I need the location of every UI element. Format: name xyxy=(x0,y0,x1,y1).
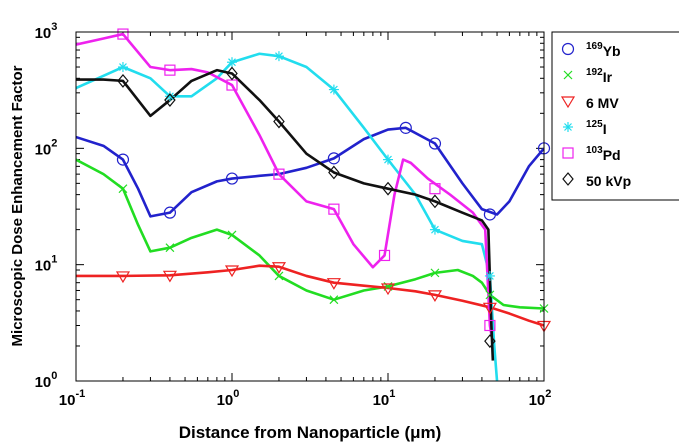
series-marker-192ir xyxy=(485,290,495,300)
series-marker-125i xyxy=(117,62,128,73)
legend-marker-192ir xyxy=(563,70,573,80)
y-axis-label: Microscopic Dose Enhancement Factor xyxy=(9,65,26,346)
x-axis-label: Distance from Nanoparticle (μm) xyxy=(179,423,442,442)
series-marker-103pd xyxy=(117,28,129,40)
legend-label-50-kvp: 50 kVp xyxy=(586,173,631,189)
x-tick-label: 10-1 xyxy=(59,388,85,409)
series-marker-103pd xyxy=(429,183,441,195)
series-marker-169yb xyxy=(116,153,130,166)
series-marker-50-kvp xyxy=(382,181,394,196)
series-marker-50-kvp xyxy=(328,165,340,180)
y-tick-label: 101 xyxy=(35,254,58,275)
series-marker-50-kvp xyxy=(117,73,129,88)
series-marker-125i xyxy=(273,51,284,62)
series-line-125i xyxy=(76,52,499,381)
legend: 169Yb 192Ir 6 MV 125I 103Pd 50 kVp xyxy=(551,31,679,201)
series-marker-169yb xyxy=(327,152,341,165)
legend-label-169yb: 169Yb xyxy=(586,41,621,59)
series-marker-103pd xyxy=(328,203,340,215)
y-tick-label: 103 xyxy=(35,21,58,42)
series-marker-169yb xyxy=(225,172,239,185)
series-marker-125i xyxy=(328,84,339,95)
markers-layer xyxy=(115,28,552,349)
series-marker-125i xyxy=(164,91,175,102)
series-marker-192ir xyxy=(227,230,237,240)
series-marker-50-kvp xyxy=(484,334,496,349)
y-tick-label: 102 xyxy=(35,137,58,158)
legend-label-6-mv: 6 MV xyxy=(586,95,619,111)
series-marker-192ir xyxy=(430,268,440,278)
legend-marker-103pd xyxy=(562,147,574,159)
series-layer xyxy=(76,32,544,381)
legend-marker-6-mv xyxy=(560,96,576,109)
series-marker-6-mv xyxy=(224,265,240,278)
series-line-192ir xyxy=(76,158,544,310)
series-marker-6-mv xyxy=(326,278,341,290)
series-marker-6-mv xyxy=(427,290,443,303)
series-marker-103pd xyxy=(273,168,285,180)
series-marker-125i xyxy=(484,270,495,281)
legend-marker-50-kvp xyxy=(562,172,574,186)
legend-box xyxy=(551,31,679,201)
x-tick-label: 100 xyxy=(217,388,240,409)
series-line-169yb xyxy=(76,126,544,218)
series-marker-6-mv xyxy=(271,262,287,274)
series-marker-50-kvp xyxy=(226,66,238,81)
series-marker-125i xyxy=(383,154,393,165)
series-marker-169yb xyxy=(428,137,442,150)
legend-marker-169yb xyxy=(561,42,575,56)
y-tick-label: 100 xyxy=(35,370,58,391)
series-marker-103pd xyxy=(164,64,176,76)
x-tick-label: 102 xyxy=(529,388,552,409)
legend-marker-125i xyxy=(563,122,573,132)
series-marker-6-mv xyxy=(380,283,396,296)
legend-label-125i: 125I xyxy=(586,119,607,137)
series-marker-192ir xyxy=(165,243,175,253)
legend-label-103pd: 103Pd xyxy=(586,145,621,163)
series-line-50-kvp xyxy=(76,68,495,361)
series-marker-192ir xyxy=(118,184,128,194)
series-marker-169yb xyxy=(163,206,177,219)
legend-label-192ir: 192Ir xyxy=(586,67,613,85)
series-marker-6-mv xyxy=(482,302,497,315)
series-marker-169yb xyxy=(399,121,412,134)
series-marker-125i xyxy=(429,224,440,235)
series-line-103pd xyxy=(76,32,493,335)
series-marker-192ir xyxy=(329,295,339,305)
series-marker-50-kvp xyxy=(164,93,176,107)
series-marker-125i xyxy=(227,57,237,68)
series-marker-6-mv xyxy=(115,271,131,284)
series-marker-169yb xyxy=(483,208,497,221)
series-marker-50-kvp xyxy=(429,194,441,209)
series-marker-192ir xyxy=(274,271,284,281)
series-marker-103pd xyxy=(378,249,391,262)
series-marker-6-mv xyxy=(162,270,177,283)
series-marker-50-kvp xyxy=(273,114,285,129)
plot-frame xyxy=(75,31,545,382)
series-marker-103pd xyxy=(484,319,496,332)
x-tick-label: 101 xyxy=(373,388,396,409)
